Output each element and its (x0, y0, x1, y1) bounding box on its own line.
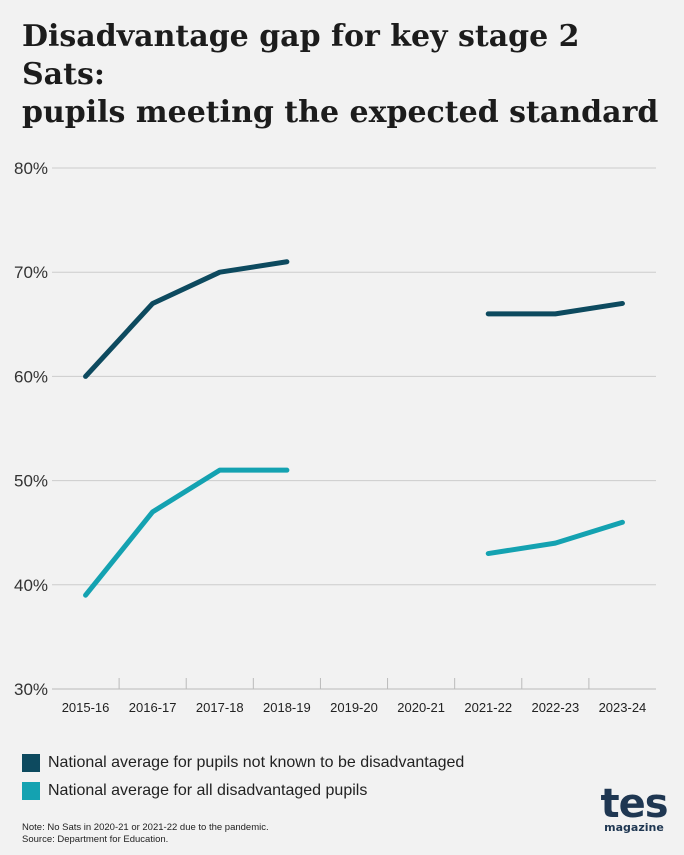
y-tick-label: 60% (14, 367, 48, 386)
y-tick-label: 50% (14, 472, 48, 491)
legend-swatch-disadvantaged (22, 782, 40, 800)
series-line-not-disadvantaged-segment-2 (485, 300, 625, 317)
x-tick-label: 2017-18 (196, 700, 244, 715)
y-tick-label: 40% (14, 576, 48, 595)
legend-swatch-not-disadvantaged (22, 754, 40, 772)
x-tick-label: 2022-23 (531, 700, 579, 715)
legend: National average for pupils not known to… (22, 750, 464, 806)
series-line-disadvantaged-segment-1 (83, 467, 290, 598)
logo-wordmark: tes (600, 781, 668, 827)
chart-title-line-2: pupils meeting the expected standard (22, 95, 659, 130)
x-tick-label: 2021-22 (464, 700, 512, 715)
x-tick-label: 2023-24 (599, 700, 647, 715)
logo-subtitle: magazine (604, 821, 664, 834)
x-tick-label: 2015-16 (62, 700, 110, 715)
source-text: Source: Department for Education. (22, 834, 169, 845)
series-line-not-disadvantaged-segment-1 (83, 259, 290, 379)
legend-item-disadvantaged: National average for all disadvantaged p… (22, 778, 464, 804)
x-tick-label: 2020-21 (397, 700, 445, 715)
x-tick-label: 2019-20 (330, 700, 378, 715)
y-tick-label: 70% (14, 263, 48, 282)
y-tick-label: 80% (14, 159, 48, 178)
x-tick-label: 2016-17 (129, 700, 177, 715)
line-chart: 30% 40% 50% 60% 70% 80% 2015-16 2016-17 2017-18 2… (14, 159, 656, 715)
footnote: Note: No Sats in 2020-21 or 2021-22 due … (22, 822, 269, 846)
legend-label-not-disadvantaged: National average for pupils not known to… (48, 754, 465, 771)
x-tick-label: 2018-19 (263, 700, 311, 715)
note-text: Note: No Sats in 2020-21 or 2021-22 due … (22, 822, 269, 833)
legend-item-not-disadvantaged: National average for pupils not known to… (22, 750, 464, 776)
legend-label-disadvantaged: National average for all disadvantaged p… (48, 782, 368, 799)
tes-magazine-logo: tes magazine (598, 784, 670, 834)
chart-title: Disadvantage gap for key stage 2 Sats: p… (22, 18, 662, 132)
series-line-disadvantaged-segment-2 (485, 519, 625, 557)
chart-title-line-1: Disadvantage gap for key stage 2 Sats: (22, 19, 580, 92)
y-tick-label: 30% (14, 680, 48, 699)
